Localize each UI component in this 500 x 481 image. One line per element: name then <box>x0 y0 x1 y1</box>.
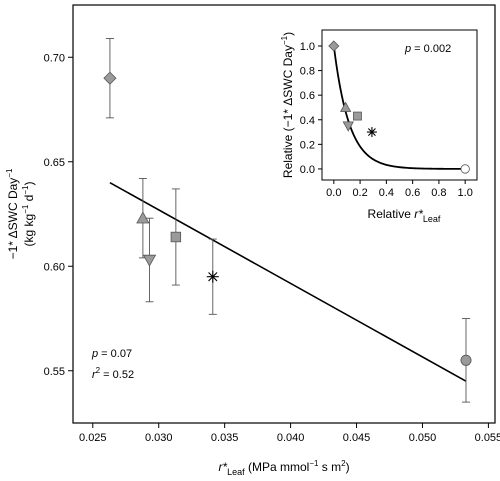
inset-y-tick-label: 0.2 <box>300 139 315 151</box>
inset-p-annotation: p = 0.002 <box>404 43 451 55</box>
inset-point-asterisk <box>366 127 377 138</box>
main-p-annotation: p = 0.07 <box>91 348 132 360</box>
inset-x-axis: 0.0 0.2 0.4 0.6 0.8 1.0 <box>326 180 473 199</box>
main-r2-annotation: r2 = 0.52 <box>92 366 134 381</box>
inset-point-diamond <box>328 40 340 52</box>
main-y-tick-label: 0.65 <box>44 157 65 169</box>
inset-point-triangle-down <box>342 121 354 132</box>
main-x-tick-label: 0.025 <box>79 432 107 444</box>
main-plot-frame <box>72 4 496 424</box>
inset-decay-curve <box>332 45 466 170</box>
inset-y-tick-label: 0.6 <box>300 90 315 102</box>
main-x-tick-label: 0.040 <box>277 432 305 444</box>
inset-x-tick-label: 0.6 <box>405 187 420 199</box>
inset-y-axis-label: Relative (−1* ΔSWC Day−1) <box>280 32 295 178</box>
main-data-points <box>103 37 472 403</box>
inset-y-tick-label: 0.4 <box>300 115 315 127</box>
main-y-axis: 0.55 0.60 0.65 0.70 <box>44 52 73 378</box>
inset-background <box>262 16 492 232</box>
main-x-axis: 0.025 0.030 0.035 0.040 0.045 0.050 0.055 <box>79 423 500 444</box>
inset-x-tick-label: 0.4 <box>379 187 394 199</box>
inset-y-tick-label: 0.0 <box>300 164 315 176</box>
inset-chart: 0.0 0.2 0.4 0.6 0.8 1.0 0.0 0.2 0.4 0.6 0.8 1.0 p … <box>262 16 492 232</box>
inset-plot-frame <box>321 29 478 181</box>
main-chart: 0.025 0.030 0.035 0.040 0.045 0.050 0.055 0.55… <box>5 4 500 477</box>
inset-y-axis: 0.0 0.2 0.4 0.6 0.8 1.0 <box>300 41 322 176</box>
main-y-tick-label: 0.55 <box>44 366 65 378</box>
main-x-tick-label: 0.030 <box>145 432 173 444</box>
main-y-axis-label-line1: −1* ΔSWC Day−1 <box>5 168 20 259</box>
main-point-diamond <box>103 71 117 85</box>
main-point-triangle-down <box>142 254 157 267</box>
inset-y-tick-label: 1.0 <box>300 41 315 53</box>
main-point-square <box>170 231 182 243</box>
main-y-tick-label: 0.70 <box>44 52 65 64</box>
inset-x-tick-label: 0.2 <box>352 187 367 199</box>
main-x-tick-label: 0.055 <box>475 432 500 444</box>
inset-x-tick-label: 0.8 <box>431 187 446 199</box>
inset-x-axis-label: Relative r*Leaf <box>368 207 441 224</box>
main-point-triangle-up <box>136 211 150 224</box>
inset-y-tick-label: 0.8 <box>300 66 315 78</box>
inset-x-tick-label: 0.0 <box>326 187 341 199</box>
main-y-axis-label-line2: (kg kg−1 d−1) <box>21 182 36 247</box>
main-regression-line <box>109 181 467 382</box>
main-x-tick-label: 0.050 <box>409 432 437 444</box>
inset-point-triangle-up <box>339 101 352 112</box>
main-point-circle <box>460 354 472 366</box>
main-x-tick-label: 0.035 <box>211 432 239 444</box>
main-x-axis-label: r*Leaf (MPa mmol−1 s m2) <box>218 459 349 477</box>
inset-point-circle <box>460 164 470 174</box>
main-x-tick-label: 0.045 <box>343 432 371 444</box>
inset-point-square <box>353 111 362 121</box>
inset-data-points <box>328 40 470 174</box>
main-point-asterisk <box>206 270 219 283</box>
main-y-tick-label: 0.60 <box>44 261 65 273</box>
inset-x-tick-label: 1.0 <box>458 187 473 199</box>
inset-fit-curve <box>332 45 466 170</box>
main-fit-line <box>109 181 467 382</box>
